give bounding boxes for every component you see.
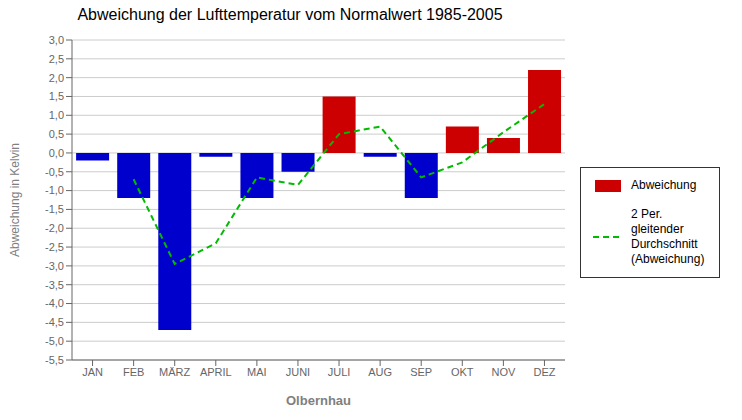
svg-text:-1,0: -1,0	[45, 184, 64, 196]
html-text:Abweichung: Abweichung	[631, 178, 697, 192]
svg-text:OKT: OKT	[451, 366, 474, 378]
svg-text:JUNI: JUNI	[286, 366, 310, 378]
svg-text:MAI: MAI	[247, 366, 267, 378]
svg-text:AUG: AUG	[368, 366, 392, 378]
svg-text:Abweichung in Kelvin: Abweichung in Kelvin	[8, 143, 22, 257]
svg-text:-0,5: -0,5	[45, 166, 64, 178]
svg-text:-4,0: -4,0	[45, 297, 64, 309]
svg-text:-3,0: -3,0	[45, 260, 64, 272]
svg-text:NOV: NOV	[491, 366, 516, 378]
svg-text:MÄRZ: MÄRZ	[159, 366, 190, 378]
svg-text:2,0: 2,0	[49, 72, 64, 84]
svg-text:-5,5: -5,5	[45, 354, 64, 366]
svg-text:SEP: SEP	[410, 366, 432, 378]
html-text:Abweichung der Lufttemperatur: Abweichung der Lufttemperatur vom Normal…	[77, 6, 503, 23]
svg-text:-3,5: -3,5	[45, 279, 64, 291]
svg-text:FEB: FEB	[123, 366, 144, 378]
svg-text:-2,5: -2,5	[45, 241, 64, 253]
html-text:2 Per. gleitender Durchschnitt: 2 Per. gleitender Durchschnitt (Abweichu…	[631, 207, 705, 266]
svg-text:0,0: 0,0	[49, 147, 64, 159]
svg-text:-4,5: -4,5	[45, 316, 64, 328]
svg-text:0,5: 0,5	[49, 128, 64, 140]
svg-text:-2,0: -2,0	[45, 222, 64, 234]
svg-text:DEZ: DEZ	[533, 366, 555, 378]
svg-text:-1,5: -1,5	[45, 203, 64, 215]
svg-text:1,0: 1,0	[49, 109, 64, 121]
svg-text:3,0: 3,0	[49, 34, 64, 46]
svg-text:JAN: JAN	[82, 366, 103, 378]
svg-text:1,5: 1,5	[49, 90, 64, 102]
svg-text:-5,0: -5,0	[45, 335, 64, 347]
svg-text:APRIL: APRIL	[200, 366, 232, 378]
svg-text:JULI: JULI	[328, 366, 351, 378]
svg-text:Olbernhau: Olbernhau	[286, 393, 351, 408]
svg-text:2,5: 2,5	[49, 53, 64, 65]
